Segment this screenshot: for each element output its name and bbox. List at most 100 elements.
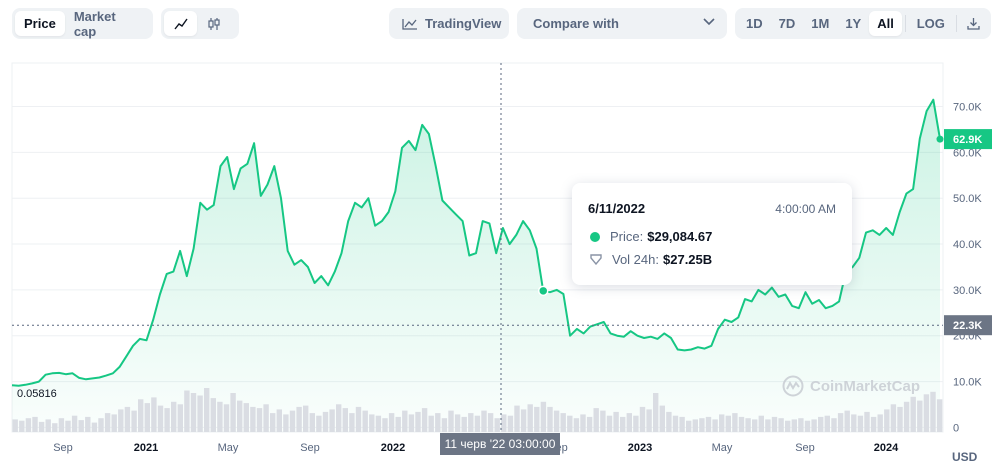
- y-tick-label: 40.0K: [953, 239, 982, 251]
- volume-bar: [520, 409, 527, 432]
- volume-bar: [725, 415, 731, 432]
- volume-bar: [435, 413, 441, 432]
- volume-bar: [633, 415, 639, 432]
- volume-bar: [210, 398, 216, 432]
- volume-bar: [692, 419, 698, 432]
- volume-bar: [362, 410, 368, 432]
- x-tick-label: Sep: [300, 442, 320, 454]
- current-price-label: 62.9K: [953, 134, 982, 146]
- volume-bar: [316, 415, 322, 432]
- volume-bar: [481, 410, 487, 432]
- volume-bar: [936, 399, 943, 432]
- volume-bar: [111, 414, 117, 432]
- volume-bar: [818, 416, 824, 432]
- crosshair-price-label: 22.3K: [953, 320, 982, 332]
- chart-type-toggle: [161, 8, 239, 39]
- volume-bar: [184, 390, 190, 432]
- volume-bar: [930, 391, 936, 432]
- tooltip-time: 4:00:00 AM: [775, 202, 836, 216]
- volume-bar: [600, 410, 606, 432]
- x-tick-label: Sep: [795, 442, 815, 454]
- volume-bar: [32, 416, 38, 432]
- tooltip-volume-value: $27.25B: [663, 252, 713, 267]
- price-marketcap-toggle: Price Market cap: [12, 8, 153, 39]
- volume-bar: [560, 413, 566, 432]
- coinmarketcap-watermark: CoinMarketCap: [782, 375, 920, 397]
- volume-bar: [864, 411, 870, 432]
- volume-bar: [256, 408, 263, 432]
- tooltip-price-value: $29,084.67: [647, 229, 713, 244]
- volume-bar: [540, 401, 547, 432]
- log-scale-button[interactable]: LOG: [916, 16, 945, 31]
- volume-bar: [78, 420, 84, 432]
- range-7d-button[interactable]: 7D: [778, 16, 796, 31]
- line-chart-icon: [173, 18, 188, 29]
- toolbar-divider: [955, 15, 957, 32]
- coinmarketcap-logo-icon: [782, 375, 804, 397]
- candlestick-chart-button[interactable]: [197, 11, 230, 36]
- y-tick-label: 60.0K: [953, 147, 982, 159]
- volume-bar: [296, 406, 302, 432]
- volume-bar: [468, 413, 474, 432]
- chart-toolbar: Price Market cap TradingView Compare wit…: [0, 0, 999, 48]
- range-all-button[interactable]: All: [869, 11, 902, 36]
- volume-bar: [349, 413, 355, 432]
- trading-view-icon: [402, 18, 417, 30]
- volume-bar: [844, 410, 850, 432]
- compare-with-select[interactable]: Compare with: [517, 8, 727, 39]
- volume-bar: [758, 415, 764, 432]
- volume-bar: [289, 410, 296, 432]
- current-price-point: [936, 135, 944, 143]
- volume-bar: [342, 408, 348, 432]
- volume-bar: [336, 404, 342, 432]
- volume-bar: [646, 409, 652, 432]
- range-1y-button[interactable]: 1Y: [845, 16, 862, 31]
- volume-bar: [388, 413, 395, 432]
- price-line: [11, 98, 941, 387]
- volume-bar: [771, 416, 778, 432]
- volume-bar: [765, 419, 771, 432]
- volume-bar: [98, 418, 104, 432]
- volume-bar: [877, 414, 883, 432]
- volume-bar: [19, 420, 25, 432]
- tab-price[interactable]: Price: [15, 11, 65, 36]
- currency-label: USD: [952, 450, 978, 464]
- volume-bar: [870, 416, 877, 432]
- volume-shield-icon: [590, 254, 602, 265]
- y-tick-label: 30.0K: [953, 285, 982, 297]
- volume-bar: [461, 416, 467, 432]
- volume-bar: [45, 419, 51, 432]
- line-chart-button[interactable]: [164, 11, 197, 36]
- download-button[interactable]: [960, 11, 988, 36]
- volume-bar: [243, 403, 249, 432]
- volume-bar: [448, 410, 454, 432]
- price-chart[interactable]: 010.0K20.0K30.0K40.0K50.0K60.0K70.0K62.9…: [0, 48, 999, 470]
- volume-bar: [197, 395, 203, 432]
- crosshair-price-badge: [944, 315, 992, 336]
- volume-bar: [395, 416, 401, 432]
- volume-bar: [573, 418, 580, 432]
- volume-bar: [752, 419, 758, 432]
- watermark-text: CoinMarketCap: [810, 377, 921, 395]
- volume-bar: [923, 394, 930, 432]
- volume-bar: [355, 406, 362, 432]
- volume-bar: [38, 421, 45, 432]
- range-1d-button[interactable]: 1D: [746, 16, 763, 31]
- tradingview-button[interactable]: TradingView: [389, 8, 509, 39]
- range-1m-button[interactable]: 1M: [811, 16, 830, 31]
- volume-bar: [223, 404, 230, 432]
- volume-bar: [144, 403, 150, 432]
- x-tick-label: May: [712, 442, 733, 454]
- volume-bar: [25, 418, 32, 432]
- volume-bar: [441, 418, 448, 432]
- volume-bar: [71, 415, 78, 432]
- tab-market-cap[interactable]: Market cap: [73, 8, 116, 39]
- volume-bar: [620, 416, 626, 432]
- candlestick-icon: [207, 17, 220, 30]
- volume-bar: [329, 409, 335, 432]
- volume-bar: [804, 420, 811, 432]
- volume-bar: [745, 418, 751, 432]
- volume-bar: [785, 420, 791, 432]
- compare-with-label: Compare with: [533, 16, 619, 31]
- volume-bar: [851, 414, 857, 432]
